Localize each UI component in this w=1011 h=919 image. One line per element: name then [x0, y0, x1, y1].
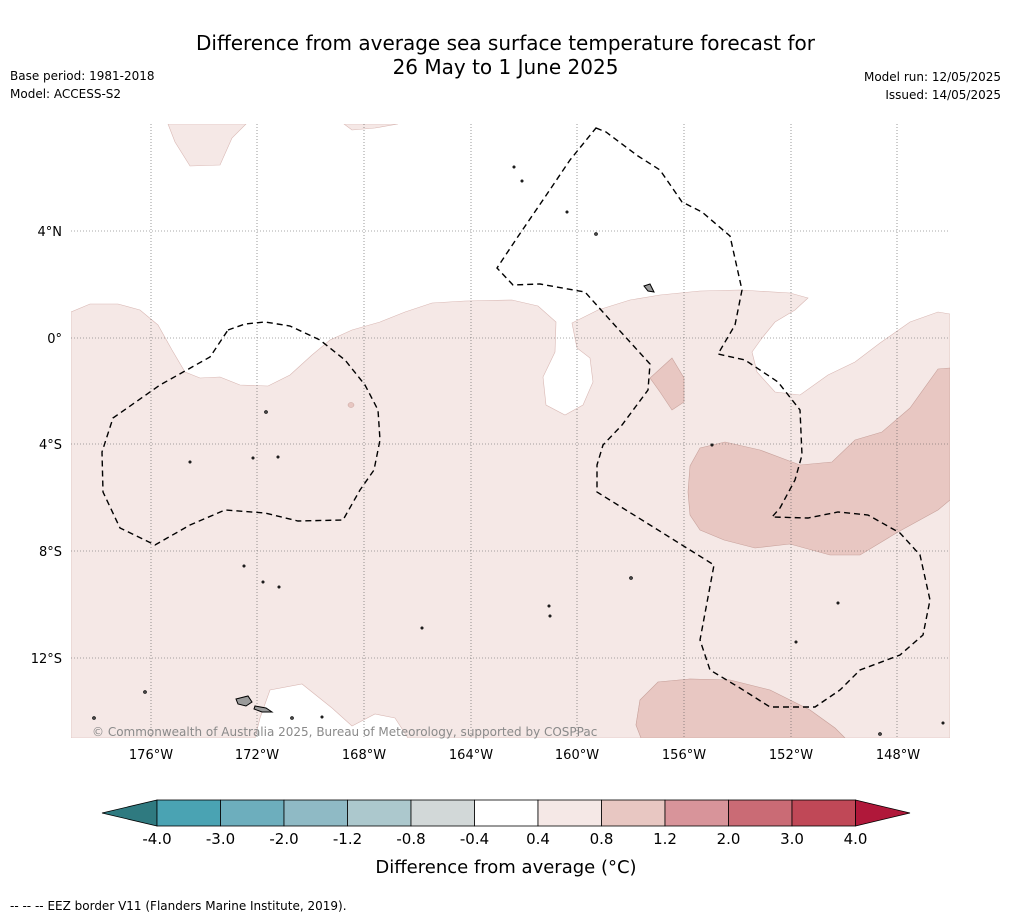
colorbar-swatch [537, 799, 602, 827]
island-samoa-upolu [253, 705, 274, 713]
colorbar-swatch [410, 799, 475, 827]
island-dot [143, 690, 147, 694]
anomaly-region-0-8-to-1-2-south [635, 678, 846, 738]
island-dot [878, 732, 882, 736]
eez-border-western [101, 321, 381, 546]
lat-label: 8°S [39, 545, 62, 560]
lon-label: 156°W [662, 748, 706, 763]
island-dot [92, 716, 96, 720]
colorbar-extend-high [855, 799, 911, 827]
lon-label: 168°W [342, 748, 386, 763]
lon-label: 160°W [555, 748, 599, 763]
base-period: Base period: 1981-2018 [10, 69, 155, 83]
lon-label: 152°W [769, 748, 813, 763]
colorbar-tick-label: 2.0 [717, 830, 741, 848]
colorbar-tick-label: 3.0 [780, 830, 804, 848]
colorbar-tick-label: 4.0 [844, 830, 868, 848]
colorbar-tick-label: -3.0 [206, 830, 235, 848]
island-dot [629, 576, 633, 580]
island-dot [941, 721, 945, 725]
colorbar-swatch [791, 799, 856, 827]
lat-label: 4°N [38, 225, 63, 240]
island-dot [264, 410, 268, 414]
colorbar-extend-low [101, 799, 158, 827]
map-title: Difference from average sea surface temp… [0, 31, 1011, 79]
eez-legend-symbol: -- -- -- [10, 899, 44, 913]
colorbar-label: Difference from average (°C) [375, 857, 636, 878]
anomaly-patch-north-2 [343, 124, 399, 131]
colorbar-swatch [664, 799, 729, 827]
colorbar-swatch [283, 799, 348, 827]
colorbar-swatch [601, 799, 666, 827]
eez-border-line-islands [496, 127, 931, 708]
colorbar-tick-label: 0.8 [590, 830, 614, 848]
colorbar-tick-label: -0.4 [460, 830, 489, 848]
island-dot [836, 601, 840, 605]
model-run: Model run: 12/05/2025 [863, 70, 1001, 84]
meta-right: Model run: 12/05/2025 Issued: 14/05/2025 [864, 68, 1001, 104]
lat-label: 0° [47, 332, 62, 347]
anomaly-patch-small [347, 402, 355, 408]
anomaly-region-0-8-to-1-2-central [649, 357, 685, 411]
copyright-notice: © Commonwealth of Australia 2025, Bureau… [92, 725, 597, 739]
island-dot [420, 626, 424, 630]
lat-label: 12°S [31, 652, 62, 667]
meta-left: Base period: 1981-2018 Model: ACCESS-S2 [10, 67, 155, 103]
colorbar-swatch [474, 799, 539, 827]
colorbar-swatch [347, 799, 412, 827]
island-samoa-savaii [235, 695, 253, 707]
latitude-labels: 4°N 0° 4°S 8°S 12°S [31, 225, 62, 667]
colorbar-tick-label: 1.2 [653, 830, 677, 848]
colorbar-tick-label: -4.0 [142, 830, 171, 848]
island-dot [794, 640, 798, 644]
eez-borders [101, 127, 931, 708]
island-dot [276, 455, 280, 459]
lon-label: 176°W [129, 748, 173, 763]
colorbar-tick-label: -1.2 [333, 830, 362, 848]
title-line-2: 26 May to 1 June 2025 [392, 55, 619, 79]
lon-label: 164°W [449, 748, 493, 763]
island-dot [594, 232, 598, 236]
island-dot [242, 564, 246, 568]
lat-label: 4°S [39, 438, 62, 453]
anomaly-region-0-8-to-1-2-east [687, 367, 950, 556]
island-kiritimati [643, 283, 655, 293]
islands [92, 165, 945, 736]
island-dot [548, 614, 552, 618]
anomaly-patch-north-1 [167, 124, 247, 167]
footer-legend: -- -- -- EEZ border V11 (Flanders Marine… [10, 899, 347, 913]
colorbar-swatch [156, 799, 221, 827]
colorbar [101, 799, 911, 827]
lon-label: 172°W [235, 748, 279, 763]
island-dot [512, 165, 516, 169]
colorbar-tick-labels: -4.0 -3.0 -2.0 -1.2 -0.8 -0.4 0.4 0.8 1.2 2.0 3.0 4… [142, 830, 867, 848]
island-dot [290, 716, 294, 720]
island-dot [188, 460, 192, 464]
colorbar-swatch [220, 799, 285, 827]
eez-legend-text: EEZ border V11 (Flanders Marine Institut… [47, 899, 347, 913]
colorbar-tick-label: 0.4 [526, 830, 550, 848]
island-dot [277, 585, 281, 589]
island-dot [710, 443, 714, 447]
island-dot [320, 715, 324, 719]
colorbar-swatch [728, 799, 793, 827]
anomaly-shading [71, 124, 950, 738]
title-line-1: Difference from average sea surface temp… [195, 31, 815, 55]
issued-date: Issued: 14/05/2025 [885, 88, 1001, 102]
island-dot [251, 456, 255, 460]
lon-label: 148°W [876, 748, 920, 763]
longitude-labels: 176°W 172°W 168°W 164°W 160°W 156°W 152°… [129, 748, 920, 763]
island-dot [520, 179, 524, 183]
colorbar-tick-label: -2.0 [269, 830, 298, 848]
model-name: Model: ACCESS-S2 [10, 87, 122, 101]
island-dot [547, 604, 551, 608]
colorbar-tick-label: -0.8 [396, 830, 425, 848]
graticule [71, 124, 950, 738]
island-dot [565, 210, 569, 214]
island-dot [261, 580, 265, 584]
